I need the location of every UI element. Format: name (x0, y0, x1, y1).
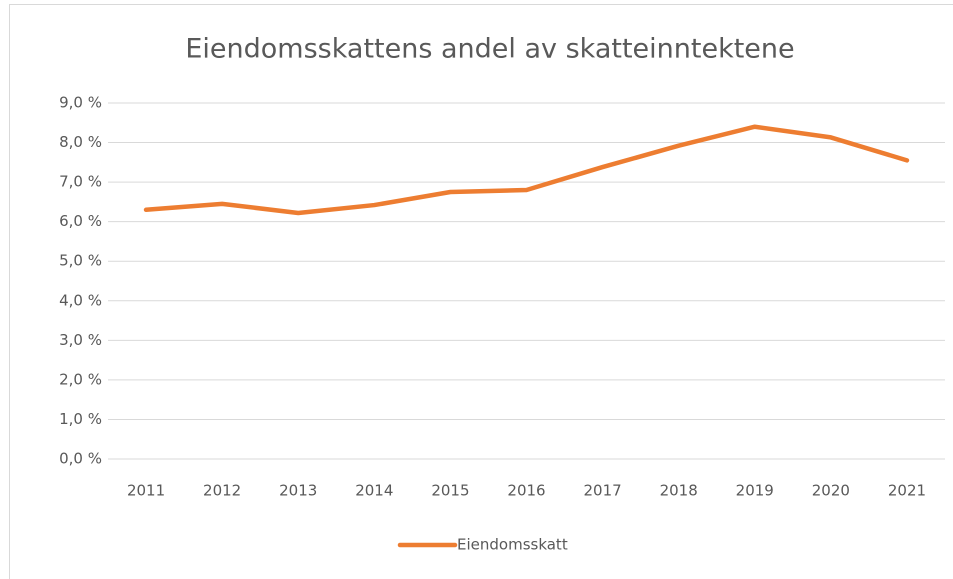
y-tick-label: 4,0 % (59, 291, 102, 309)
y-tick-label: 1,0 % (59, 410, 102, 428)
x-tick-label: 2011 (127, 482, 165, 500)
x-tick-label: 2020 (812, 482, 850, 500)
x-tick-label: 2017 (583, 482, 621, 500)
y-tick-label: 2,0 % (59, 370, 102, 388)
chart-border (9, 4, 953, 579)
y-tick-label: 8,0 % (59, 133, 102, 151)
x-tick-label: 2012 (203, 482, 241, 500)
x-tick-label: 2021 (888, 482, 926, 500)
y-tick-label: 5,0 % (59, 252, 102, 270)
data-line (143, 124, 910, 216)
y-tick-label: 0,0 % (59, 450, 102, 468)
y-tick-label: 7,0 % (59, 173, 102, 191)
y-tick-label: 6,0 % (59, 212, 102, 230)
x-tick-label: 2016 (507, 482, 545, 500)
x-tick-label: 2014 (355, 482, 393, 500)
x-tick-label: 2019 (736, 482, 774, 500)
chart-title: Eiendomsskattens andel av skatteinntekte… (185, 34, 794, 65)
x-tick-label: 2015 (431, 482, 469, 500)
x-tick-label: 2018 (660, 482, 698, 500)
x-tick-label: 2013 (279, 482, 317, 500)
y-tick-label: 9,0 % (59, 94, 102, 112)
legend-label: Eiendomsskatt (457, 536, 568, 554)
y-tick-label: 3,0 % (59, 331, 102, 349)
